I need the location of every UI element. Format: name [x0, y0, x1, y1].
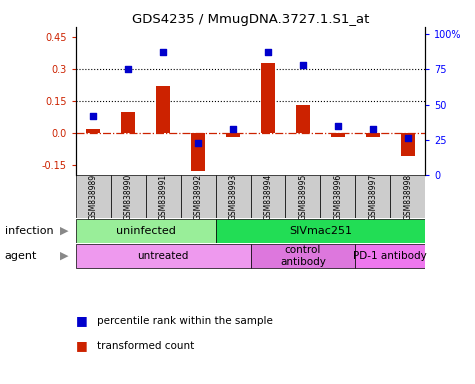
Point: [369, 126, 377, 132]
Text: percentile rank within the sample: percentile rank within the sample: [97, 316, 273, 326]
Text: GSM838998: GSM838998: [403, 174, 412, 220]
Title: GDS4235 / MmugDNA.3727.1.S1_at: GDS4235 / MmugDNA.3727.1.S1_at: [132, 13, 369, 26]
Bar: [390, 175, 425, 218]
Point: [90, 113, 97, 119]
Text: GSM838996: GSM838996: [333, 174, 342, 220]
Point: [160, 49, 167, 55]
Point: [299, 62, 307, 68]
Bar: [261, 63, 275, 133]
Text: ▶: ▶: [60, 226, 68, 236]
Bar: [226, 133, 240, 137]
Bar: [180, 175, 216, 218]
Text: GSM838995: GSM838995: [298, 174, 307, 220]
Point: [334, 122, 342, 129]
Text: GSM838994: GSM838994: [264, 174, 273, 220]
Text: GSM838991: GSM838991: [159, 174, 168, 220]
Bar: [76, 244, 251, 268]
Point: [404, 136, 411, 142]
Text: GSM838992: GSM838992: [194, 174, 203, 220]
Bar: [191, 133, 205, 171]
Bar: [331, 133, 345, 137]
Point: [194, 140, 202, 146]
Point: [124, 66, 132, 72]
Bar: [216, 218, 425, 243]
Bar: [366, 133, 380, 137]
Bar: [156, 86, 170, 133]
Bar: [320, 175, 355, 218]
Point: [229, 126, 237, 132]
Bar: [251, 244, 355, 268]
Text: control
antibody: control antibody: [280, 245, 326, 267]
Text: GSM838990: GSM838990: [124, 174, 133, 220]
Text: ▶: ▶: [60, 251, 68, 261]
Text: uninfected: uninfected: [116, 226, 176, 236]
Text: ■: ■: [76, 314, 88, 327]
Text: transformed count: transformed count: [97, 341, 195, 351]
Text: untreated: untreated: [138, 251, 189, 261]
Bar: [285, 175, 321, 218]
Text: GSM838993: GSM838993: [228, 174, 238, 220]
Bar: [76, 175, 111, 218]
Bar: [355, 175, 390, 218]
Point: [264, 49, 272, 55]
Bar: [401, 133, 415, 156]
Text: SIVmac251: SIVmac251: [289, 226, 352, 236]
Bar: [86, 129, 100, 133]
Bar: [355, 244, 425, 268]
Text: ■: ■: [76, 339, 88, 352]
Text: PD-1 antibody: PD-1 antibody: [353, 251, 427, 261]
Bar: [146, 175, 180, 218]
Text: agent: agent: [5, 251, 37, 261]
Bar: [296, 105, 310, 133]
Bar: [251, 175, 285, 218]
Bar: [111, 175, 146, 218]
Text: GSM838997: GSM838997: [368, 174, 377, 220]
Bar: [122, 112, 135, 133]
Text: infection: infection: [5, 226, 53, 236]
Text: GSM838989: GSM838989: [89, 174, 98, 220]
Bar: [216, 175, 251, 218]
Bar: [76, 218, 216, 243]
